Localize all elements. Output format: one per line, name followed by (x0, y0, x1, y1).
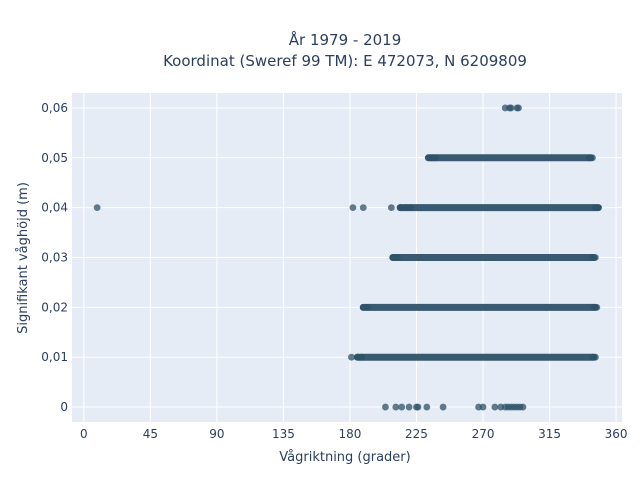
y-tick-label: 0,04 (41, 201, 68, 215)
y-tick-label: 0,05 (41, 151, 68, 165)
data-point (392, 403, 400, 411)
y-tick-label: 0,06 (41, 101, 68, 115)
x-tick-label: 315 (538, 427, 561, 441)
data-point (414, 403, 422, 411)
y-tick-label: 0,01 (41, 350, 68, 364)
y-tick-label: 0,02 (41, 300, 68, 314)
data-point (93, 204, 101, 212)
y-tick-label: 0,03 (41, 251, 68, 265)
data-point (364, 303, 372, 311)
data-point (507, 104, 515, 112)
x-tick-label: 45 (143, 427, 158, 441)
data-point (358, 353, 366, 361)
x-axis-title: Vågriktning (grader) (279, 450, 410, 465)
data-point (348, 353, 355, 361)
x-tick-label: 225 (405, 427, 428, 441)
data-point (393, 254, 401, 261)
data-point (407, 204, 414, 212)
x-tick-label: 0 (80, 427, 88, 441)
data-point (349, 204, 357, 212)
data-point (396, 204, 404, 212)
x-tick-label: 90 (209, 427, 224, 441)
data-point (515, 104, 522, 112)
data-point (479, 403, 487, 411)
chart-subtitle: Koordinat (Sweref 99 TM): E 472073, N 62… (163, 52, 527, 70)
data-point (398, 403, 406, 411)
x-tick-label: 180 (339, 427, 362, 441)
data-points (93, 104, 602, 411)
data-point (405, 403, 413, 411)
data-bands (353, 154, 602, 361)
data-point (359, 204, 367, 212)
y-axis-ticks: 0 0,01 0,02 0,03 0,04 0,05 0,06 (41, 101, 68, 414)
data-point (594, 204, 602, 212)
y-tick-label: 0 (60, 400, 68, 414)
x-tick-label: 270 (472, 427, 495, 441)
data-point (519, 403, 527, 411)
data-point (593, 303, 601, 311)
data-point (591, 353, 599, 361)
x-tick-label: 135 (272, 427, 295, 441)
x-axis-ticks: 0 45 90 135 180 225 270 315 360 (80, 427, 628, 441)
data-point (591, 254, 599, 261)
data-point (491, 403, 499, 411)
data-point (439, 403, 447, 411)
chart-title: År 1979 - 2019 (289, 30, 402, 49)
data-point (382, 403, 389, 411)
x-tick-label: 360 (605, 427, 628, 441)
y-axis-title: Signifikant våghöjd (m) (16, 182, 31, 334)
data-point (432, 154, 440, 162)
data-point (423, 403, 431, 411)
data-point (387, 204, 395, 212)
data-point (589, 154, 596, 162)
